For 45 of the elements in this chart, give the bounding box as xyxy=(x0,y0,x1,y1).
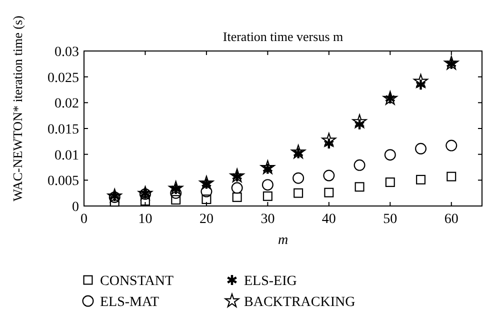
point xyxy=(262,179,274,191)
point xyxy=(446,172,456,182)
x-tick-label: 50 xyxy=(383,212,398,227)
x-tick-label: 10 xyxy=(138,212,152,227)
y-tick-label: 0.03 xyxy=(54,45,79,60)
point xyxy=(200,186,212,198)
point xyxy=(354,159,366,171)
point xyxy=(384,149,396,161)
point xyxy=(232,192,242,202)
x-tick-label: 30 xyxy=(260,212,275,227)
y-tick-label: 0.005 xyxy=(48,174,79,190)
point xyxy=(260,160,275,174)
y-tick-label: 0.01 xyxy=(54,148,79,164)
point xyxy=(292,172,304,184)
point xyxy=(416,174,426,184)
point xyxy=(323,170,335,182)
chart-title: Iteration time versus m xyxy=(222,29,344,44)
point xyxy=(202,194,212,204)
x-tick-label: 40 xyxy=(322,212,336,227)
point xyxy=(262,191,272,201)
legend-label: ELS-MAT xyxy=(100,295,160,310)
point xyxy=(324,188,334,198)
point xyxy=(415,142,427,154)
point xyxy=(171,195,181,205)
point xyxy=(385,177,395,187)
point xyxy=(352,114,367,128)
x-tick-label: 20 xyxy=(199,212,214,227)
y-tick-label: 0.025 xyxy=(48,70,79,86)
legend-label: BACKTRACKING xyxy=(244,295,356,310)
x-axis-title: m xyxy=(278,233,288,248)
legend-label: CONSTANT xyxy=(100,274,174,289)
y-tick-label: 0 xyxy=(72,200,79,215)
point xyxy=(446,140,458,152)
y-axis-title: WAC-NEWTON* iteration time (s) xyxy=(10,16,25,202)
y-tick-label: 0.015 xyxy=(48,122,79,138)
point xyxy=(294,188,304,198)
y-tick-label: 0.02 xyxy=(54,96,79,112)
point xyxy=(322,132,336,147)
legend-label: ELS-EIG xyxy=(244,274,297,289)
point xyxy=(140,196,150,206)
point xyxy=(354,182,364,192)
x-tick-label: 60 xyxy=(444,212,458,227)
point xyxy=(231,182,243,194)
point xyxy=(414,74,428,88)
point xyxy=(291,144,306,158)
